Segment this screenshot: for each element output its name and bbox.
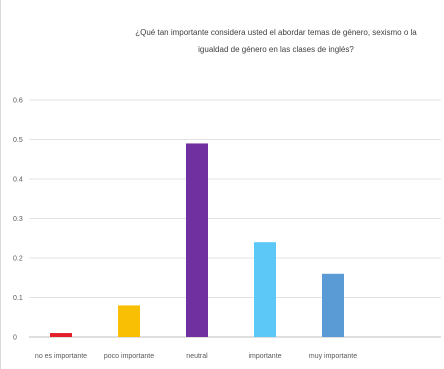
chart-title: ¿Qué tan importante considera usted el a… [135, 28, 417, 54]
bar [50, 333, 72, 337]
x-tick-label: neutral [186, 353, 208, 360]
y-tick-label: 0.4 [13, 177, 23, 184]
bar [186, 143, 208, 337]
bar [118, 305, 140, 337]
y-tick-label: 0.2 [13, 256, 23, 263]
x-tick-label: no es importante [35, 353, 87, 360]
x-tick-label: importante [248, 353, 281, 360]
y-tick-label: 0.6 [13, 98, 23, 105]
y-tick-label: 0.1 [13, 295, 23, 302]
x-tick-label: poco importante [104, 353, 154, 360]
bar [322, 273, 344, 337]
y-tick-label: 0 [13, 335, 17, 342]
bar [254, 242, 276, 337]
y-tick-label: 0.3 [13, 216, 23, 223]
x-tick-label: muy importante [309, 353, 357, 360]
y-tick-label: 0.5 [13, 137, 23, 144]
